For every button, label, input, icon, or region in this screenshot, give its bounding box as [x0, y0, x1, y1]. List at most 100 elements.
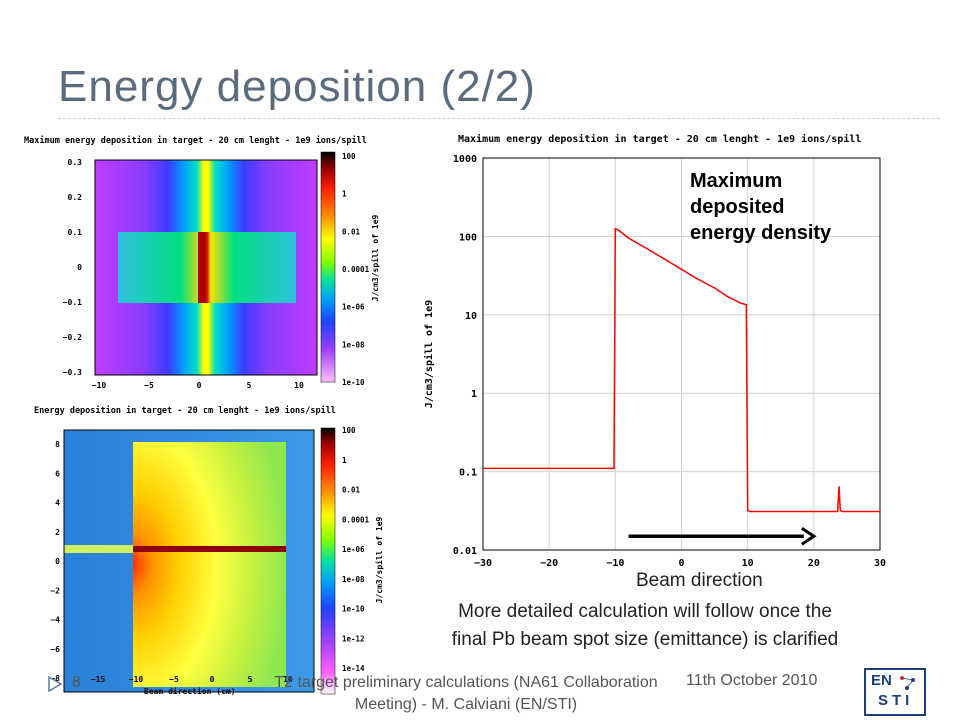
heatmap-bottom-colorbar-ticks: 100 1 0.01 0.0001 1e-06 1e-08 1e-10 1e-12 1e-14: [342, 426, 370, 673]
heatmap-top-colorbar-ticks: 100 1 0.01 0.0001 1e-06 1e-08 1e-10: [342, 152, 370, 387]
heatmap-bottom-x-tick-label: −5: [169, 675, 179, 684]
heatmap-top-x-tick-label: −5: [144, 381, 154, 390]
logo-line1: EN: [871, 672, 892, 689]
heatmap-bottom-y-tick-label: 4: [55, 499, 60, 508]
heatmap-top-y-tick-label: −0.2: [63, 333, 82, 342]
heatmap-bottom-x-tick-label: 10: [283, 675, 293, 684]
heatmap-bottom-x-tick-label: 0: [210, 675, 215, 684]
beam-direction-label: Beam direction: [636, 570, 763, 591]
heatmap-bottom-y-tick-label: 6: [55, 469, 60, 478]
chart-y-tick-label: 1000: [453, 154, 477, 165]
chart-x-tick-label: −10: [606, 558, 624, 569]
max-density-line2: deposited: [690, 196, 785, 218]
chart-frame: [482, 157, 881, 551]
heatmap-bottom-y-tick-label: 2: [55, 528, 60, 537]
chart-title: Maximum energy deposition in target - 20…: [458, 134, 862, 145]
heatmap-top-colorbar-tick-label: 0.01: [342, 227, 361, 236]
heatmap-bottom-y-tick-label: 8: [55, 440, 60, 449]
heatmap-bottom-y-tick-label: −6: [50, 645, 60, 654]
heatmap-top-x-tick-label: 0: [197, 381, 202, 390]
heatmap-bottom-title: Energy deposition in target - 20 cm leng…: [34, 406, 336, 416]
chart-y-tick-label: 0.1: [459, 468, 477, 479]
heatmap-bottom-colorbar-tick-label: 1e-06: [342, 545, 365, 554]
heatmap-bottom-svg: −15 −10 −5 0 5 10 8 6 4 2 0 −2 −4 −6 −8 100 1 0.01 0.000…: [50, 426, 384, 695]
beam-direction-arrow: [628, 526, 817, 546]
chart-y-tick-label: 0.01: [453, 546, 477, 557]
heatmap-bottom-colorbar-tick-label: 100: [342, 426, 356, 435]
logo-line2: STI: [878, 692, 914, 709]
footer-date: 11th October 2010: [686, 672, 818, 689]
max-density-line1: Maximum: [690, 170, 783, 192]
heatmap-top-hotspot: [198, 232, 206, 303]
chart-x-tick-label: −30: [474, 558, 492, 569]
heatmap-top-y-tick-label: 0.1: [68, 228, 83, 237]
heatmap-top-y-tick-label: 0.3: [68, 158, 83, 167]
heatmap-top-colorbar-tick-label: 0.0001: [342, 265, 370, 274]
max-density-line3: energy density: [690, 222, 832, 244]
bullet-icon: [48, 676, 62, 692]
chart-y-tick-label: 100: [459, 232, 477, 243]
arrow-head-icon: [801, 526, 817, 546]
chart-y-tick-label: 1: [471, 389, 477, 400]
heatmap-bottom-colorbar-tick-label: 0.0001: [342, 515, 370, 524]
heatmap-bottom-hotspot: [133, 546, 286, 552]
heatmap-top-colorbar-tick-label: 1e-10: [342, 378, 365, 387]
chart-x-tick-label: 20: [808, 558, 820, 569]
heatmap-bottom-colorbar-tick-label: 1e-08: [342, 575, 365, 584]
chart-y-ticks: 0.01 0.1 1 10 100 1000: [453, 154, 477, 557]
heatmap-top-x-tick-label: −10: [92, 381, 107, 390]
heatmap-bottom-colorbar-tick-label: 1e-10: [342, 605, 365, 614]
note-line2: final Pb beam spot size (emittance) is c…: [451, 629, 839, 650]
chart-x-tick-label: 30: [874, 558, 886, 569]
heatmap-bottom-beamline: [64, 545, 133, 553]
heatmap-bottom-y-tick-label: −8: [50, 674, 60, 683]
heatmap-bottom-y-tick-label: 0: [55, 557, 60, 566]
heatmap-top-title: Maximum energy deposition in target - 20…: [24, 136, 367, 146]
heatmap-bottom-x-tick-label: −15: [91, 675, 106, 684]
heatmap-top-colorbar-tick-label: 1: [342, 190, 347, 199]
heatmap-bottom-colorbar-tick-label: 1e-12: [342, 634, 365, 643]
heatmap-bottom-y-tick-label: −4: [50, 616, 60, 625]
note-text: More detailed calculation will follow on…: [430, 598, 860, 654]
heatmap-top-colorbar-label: J/cm3/spill of 1e9: [370, 214, 380, 301]
heatmap-top-target: [118, 232, 296, 303]
heatmap-top-x-ticks: −10 −5 0 5 10: [92, 381, 304, 390]
line-chart-svg: −30 −20 −10 0 10 20 30 0.01 0.1 1 10 100 1000 J/cm3…: [423, 154, 886, 569]
heatmap-top-colorbar-tick-label: 1e-06: [342, 303, 365, 312]
heatmap-bottom-colorbar-tick-label: 0.01: [342, 486, 361, 495]
heatmap-top-y-ticks: 0.3 0.2 0.1 0 −0.1 −0.2 −0.3: [63, 158, 82, 377]
max-density-label: Maximum deposited energy density: [690, 168, 831, 246]
heatmap-bottom-xlabel: Beam direction (cm): [144, 687, 236, 696]
heatmap-top-y-tick-label: −0.3: [63, 368, 82, 377]
heatmap-top-y-tick-label: 0.2: [68, 193, 83, 202]
heatmap-top-colorbar-tick-label: 100: [342, 152, 356, 161]
heatmap-bottom-x-tick-label: −10: [129, 675, 144, 684]
slide-title: Energy deposition (2/2): [58, 62, 536, 111]
heatmap-bottom-x-tick-label: 5: [248, 675, 253, 684]
heatmap-bottom-x-ticks: −15 −10 −5 0 5 10: [91, 675, 293, 684]
chart-x-tick-label: 0: [678, 558, 684, 569]
heatmap-top-colorbar: [320, 151, 336, 383]
chart-x-tick-label: 10: [742, 558, 754, 569]
heatmap-bottom-target: [133, 442, 286, 687]
heatmap-top-y-tick-label: −0.1: [63, 298, 82, 307]
chart-x-tick-label: −20: [540, 558, 558, 569]
heatmap-bottom-colorbar-tick-label: 1: [342, 456, 347, 465]
heatmap-bottom-y-ticks: 8 6 4 2 0 −2 −4 −6 −8: [50, 440, 60, 683]
heatmap-bottom-colorbar-label: J/cm3/spill of 1e9: [374, 516, 384, 603]
heatmap-top-svg: −10 −5 0 5 10 0.3 0.2 0.1 0 −0.1 −0.2 −0.3 100 1 0.0…: [63, 151, 380, 390]
heatmap-bottom-colorbar-tick-label: 1e-14: [342, 664, 365, 673]
logo-dots-icon: [900, 676, 915, 690]
note-line1: More detailed calculation will follow on…: [458, 601, 832, 622]
footer-center: T2 target preliminary calculations (NA61…: [274, 674, 658, 713]
title-divider: [58, 118, 940, 119]
heatmap-top-colorbar-tick-label: 1e-08: [342, 340, 365, 349]
chart-series-line: [483, 227, 880, 513]
line-chart-panel: Maximum energy deposition in target - 20…: [410, 128, 910, 578]
heatmap-top-x-tick-label: 10: [294, 381, 304, 390]
page-number: 8: [72, 674, 81, 691]
heatmap-bottom-colorbar: [320, 427, 336, 695]
heatmap-bottom-panel: Energy deposition in target - 20 cm leng…: [20, 400, 398, 700]
heatmap-top-panel: Maximum energy deposition in target - 20…: [20, 128, 398, 393]
en-sti-logo: EN STI: [864, 668, 926, 716]
